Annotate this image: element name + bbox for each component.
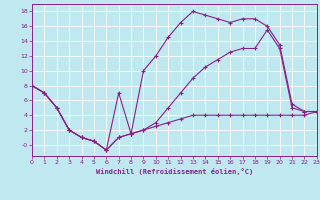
X-axis label: Windchill (Refroidissement éolien,°C): Windchill (Refroidissement éolien,°C) (96, 168, 253, 175)
